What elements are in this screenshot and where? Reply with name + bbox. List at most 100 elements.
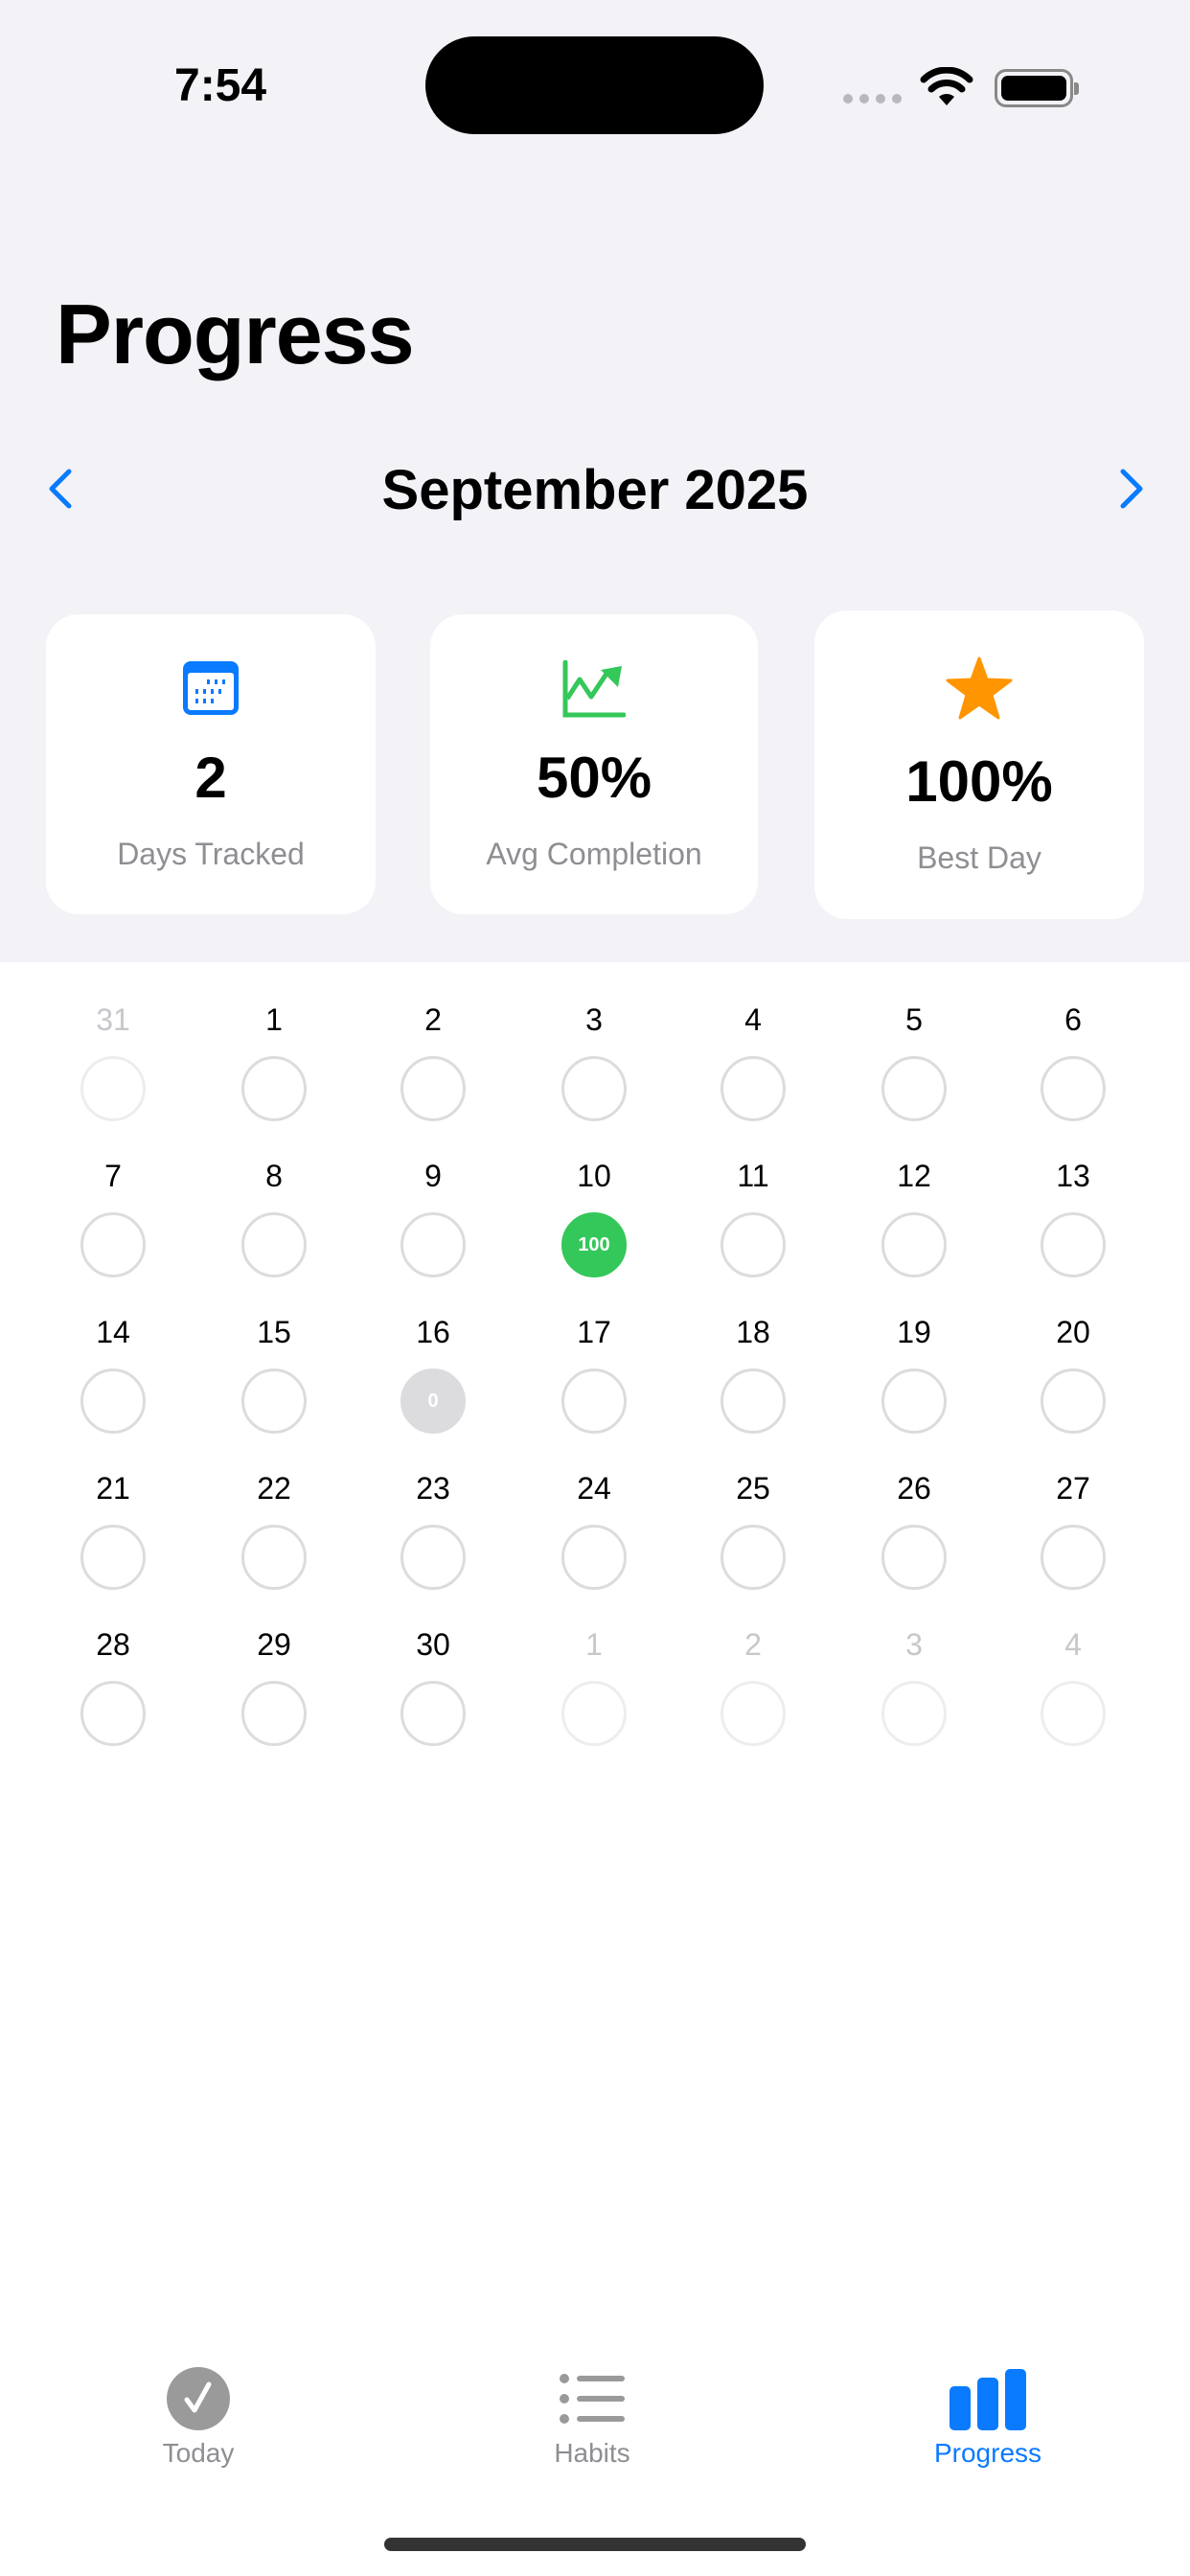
day-completion-circle[interactable] [561, 1056, 627, 1121]
day-number: 31 [96, 1002, 130, 1037]
day-completion-circle[interactable] [1041, 1525, 1106, 1590]
calendar-day[interactable]: 8 [207, 1153, 341, 1277]
tab-habits[interactable]: Habits [477, 2367, 707, 2469]
chevron-left-icon[interactable] [42, 466, 80, 512]
calendar-day[interactable]: 10 100 [527, 1153, 661, 1277]
day-completion-circle[interactable] [400, 1525, 466, 1590]
day-number: 11 [737, 1159, 769, 1193]
day-completion-circle[interactable]: 100 [561, 1212, 627, 1277]
day-completion-circle[interactable] [80, 1056, 146, 1121]
day-completion-circle[interactable] [721, 1681, 786, 1746]
calendar-day[interactable]: 23 [366, 1465, 500, 1590]
calendar-day[interactable]: 2 [366, 997, 500, 1121]
day-number: 16 [416, 1315, 450, 1349]
day-completion-circle[interactable] [1041, 1212, 1106, 1277]
day-completion-circle[interactable] [80, 1368, 146, 1434]
stat-card-avg-completion: 50% Avg Completion [430, 614, 758, 914]
day-completion-circle[interactable] [241, 1681, 307, 1746]
list-bullet-icon [560, 2374, 625, 2424]
calendar-day[interactable]: 14 [46, 1309, 180, 1434]
day-completion-circle[interactable] [721, 1525, 786, 1590]
day-completion-circle[interactable] [561, 1368, 627, 1434]
calendar-day[interactable]: 9 [366, 1153, 500, 1277]
calendar-day[interactable]: 1 [207, 997, 341, 1121]
calendar-day[interactable]: 29 [207, 1622, 341, 1746]
day-number: 13 [1056, 1159, 1090, 1193]
day-completion-circle[interactable] [80, 1212, 146, 1277]
day-completion-circle[interactable] [881, 1368, 947, 1434]
calendar-day[interactable]: 20 [1006, 1309, 1140, 1434]
calendar-day[interactable]: 1 [527, 1622, 661, 1746]
calendar-day[interactable]: 24 [527, 1465, 661, 1590]
calendar-day[interactable]: 11 [686, 1153, 820, 1277]
calendar-day[interactable]: 6 [1006, 997, 1140, 1121]
day-completion-circle[interactable] [400, 1212, 466, 1277]
day-number: 27 [1056, 1471, 1090, 1506]
day-completion-circle[interactable] [1041, 1056, 1106, 1121]
chevron-right-icon[interactable] [1111, 466, 1150, 512]
calendar-day[interactable]: 5 [847, 997, 981, 1121]
calendar-day[interactable]: 15 [207, 1309, 341, 1434]
calendar-day[interactable]: 27 [1006, 1465, 1140, 1590]
calendar-day[interactable]: 12 [847, 1153, 981, 1277]
calendar-day[interactable]: 21 [46, 1465, 180, 1590]
calendar-day[interactable]: 18 [686, 1309, 820, 1434]
day-completion-circle[interactable] [561, 1681, 627, 1746]
day-completion-circle[interactable] [881, 1056, 947, 1121]
tab-label: Progress [933, 2438, 1042, 2468]
calendar-day[interactable]: 13 [1006, 1153, 1140, 1277]
day-completion-circle[interactable] [241, 1212, 307, 1277]
day-completion-circle[interactable] [1041, 1368, 1106, 1434]
month-label: September 2025 [381, 459, 809, 521]
day-number: 24 [577, 1471, 611, 1506]
day-completion-circle[interactable] [881, 1681, 947, 1746]
stat-label: Avg Completion [486, 837, 702, 871]
day-number: 2 [744, 1627, 762, 1662]
day-completion-circle[interactable] [721, 1368, 786, 1434]
day-completion-circle[interactable] [241, 1056, 307, 1121]
stat-value: 100% [905, 749, 1053, 814]
status-time: 7:54 [174, 60, 267, 111]
day-completion-circle[interactable] [721, 1212, 786, 1277]
cellular-icon [843, 94, 902, 104]
tab-progress[interactable]: Progress [873, 2367, 1103, 2469]
tab-today[interactable]: Today [83, 2367, 313, 2469]
stat-card-days-tracked: 2 Days Tracked [46, 614, 376, 914]
calendar-day[interactable]: 28 [46, 1622, 180, 1746]
calendar-day[interactable]: 4 [1006, 1622, 1140, 1746]
day-completion-circle[interactable] [1041, 1681, 1106, 1746]
calendar-day[interactable]: 2 [686, 1622, 820, 1746]
day-completion-circle[interactable] [881, 1212, 947, 1277]
day-number: 22 [257, 1471, 291, 1506]
day-completion-circle[interactable] [400, 1681, 466, 1746]
day-completion-circle[interactable] [881, 1525, 947, 1590]
day-number: 3 [585, 1002, 603, 1037]
day-completion-circle[interactable] [721, 1056, 786, 1121]
calendar-day[interactable]: 3 [527, 997, 661, 1121]
calendar-day[interactable]: 31 [46, 997, 180, 1121]
calendar-day[interactable]: 22 [207, 1465, 341, 1590]
calendar-day[interactable]: 25 [686, 1465, 820, 1590]
page-title: Progress [56, 287, 415, 381]
home-indicator [384, 2538, 806, 2551]
month-navigator: September 2025 [0, 452, 1190, 525]
day-completion-circle[interactable] [241, 1525, 307, 1590]
day-number: 26 [897, 1471, 931, 1506]
day-completion-circle[interactable] [241, 1368, 307, 1434]
calendar-day[interactable]: 19 [847, 1309, 981, 1434]
day-completion-circle[interactable] [80, 1681, 146, 1746]
day-completion-circle[interactable]: 0 [400, 1368, 466, 1434]
calendar-day[interactable]: 4 [686, 997, 820, 1121]
day-completion-circle[interactable] [80, 1525, 146, 1590]
calendar-day[interactable]: 26 [847, 1465, 981, 1590]
calendar-day[interactable]: 7 [46, 1153, 180, 1277]
day-completion-circle[interactable] [561, 1525, 627, 1590]
stat-value: 2 [195, 746, 227, 810]
day-completion-circle[interactable] [400, 1056, 466, 1121]
day-number: 1 [265, 1002, 283, 1037]
day-number: 5 [905, 1002, 923, 1037]
calendar-day[interactable]: 3 [847, 1622, 981, 1746]
calendar-day[interactable]: 30 [366, 1622, 500, 1746]
calendar-day[interactable]: 16 0 [366, 1309, 500, 1434]
calendar-day[interactable]: 17 [527, 1309, 661, 1434]
